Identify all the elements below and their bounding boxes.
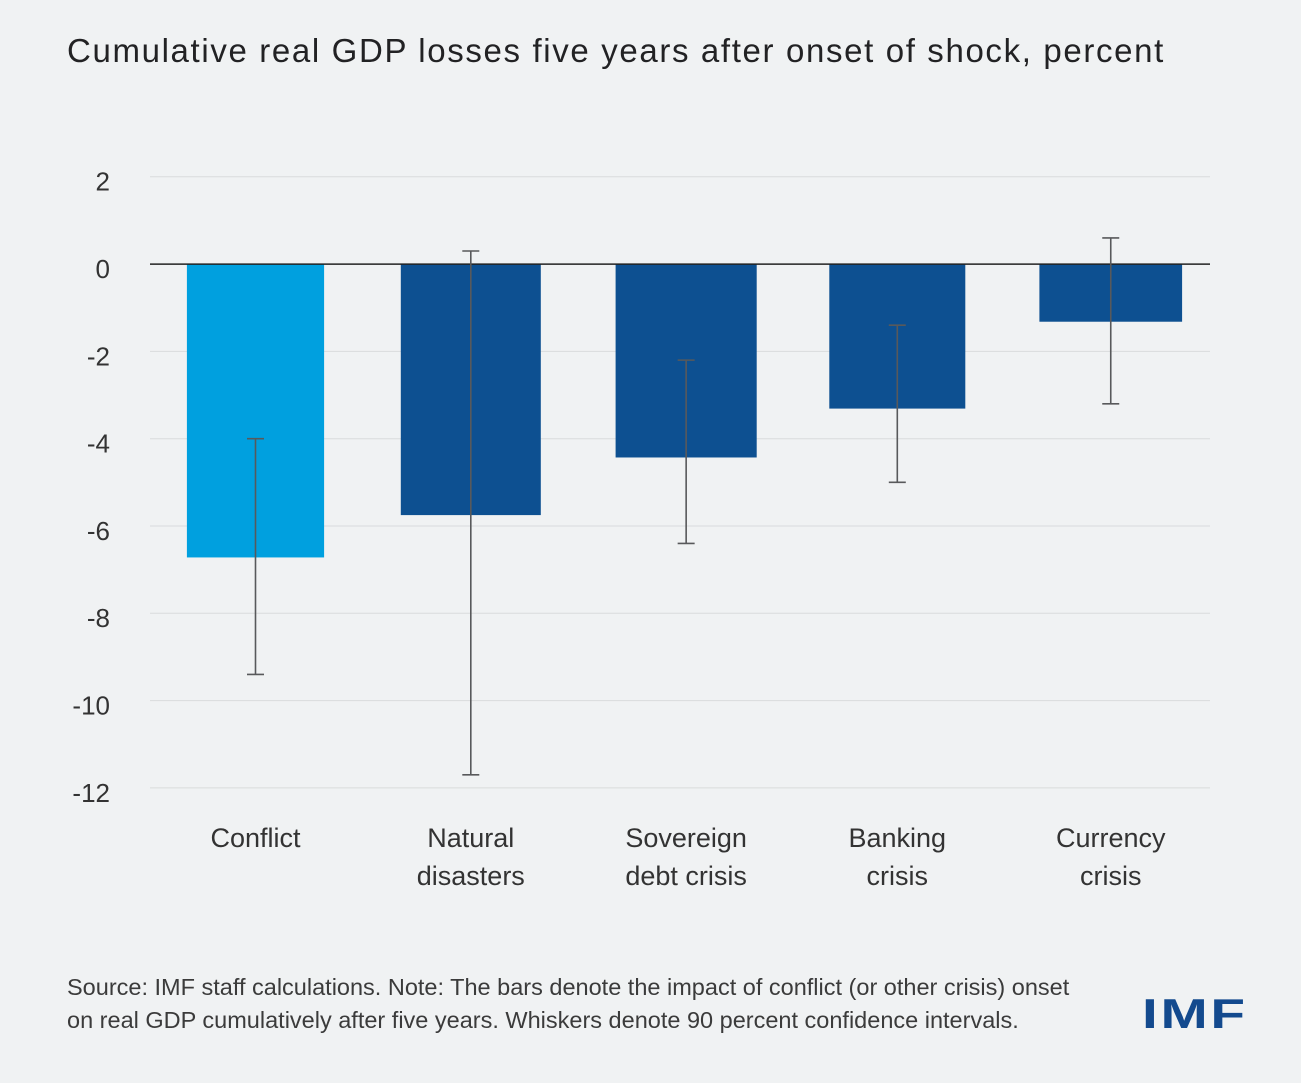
svg-text:crisis: crisis (1080, 861, 1142, 891)
svg-text:-8: -8 (87, 603, 110, 633)
svg-text:crisis: crisis (867, 861, 929, 891)
svg-text:Natural: Natural (427, 823, 514, 853)
svg-text:0: 0 (96, 254, 110, 284)
svg-text:Banking: Banking (849, 823, 947, 853)
svg-text:2: 2 (96, 167, 110, 197)
svg-text:Conflict: Conflict (210, 823, 301, 853)
svg-text:-4: -4 (87, 429, 110, 459)
svg-text:-12: -12 (72, 778, 110, 808)
svg-text:Currency: Currency (1056, 823, 1166, 853)
svg-text:Sovereign: Sovereign (625, 823, 747, 853)
svg-text:-6: -6 (87, 516, 110, 546)
svg-text:-2: -2 (87, 341, 110, 371)
svg-text:debt crisis: debt crisis (625, 861, 747, 891)
svg-text:-10: -10 (72, 691, 110, 721)
svg-text:disasters: disasters (417, 861, 525, 891)
